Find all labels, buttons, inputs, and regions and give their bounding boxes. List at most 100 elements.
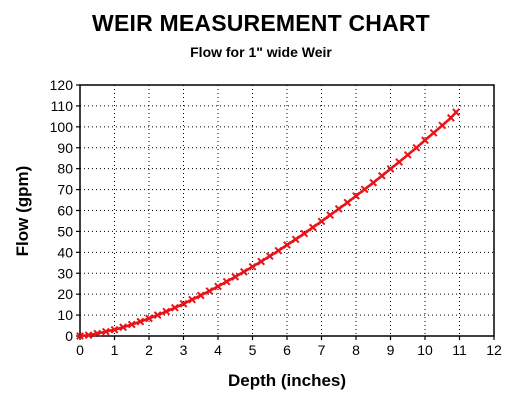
data-point-stroke <box>153 311 162 319</box>
y-tick-label: 120 <box>50 77 74 93</box>
data-point-stroke <box>265 252 274 261</box>
y-tick-label: 80 <box>57 161 73 177</box>
data-point-stroke <box>188 295 197 304</box>
y-tick-label: 90 <box>57 140 73 156</box>
data-point-stroke <box>127 320 136 329</box>
data-point-stroke <box>377 171 386 180</box>
data-point <box>145 314 153 323</box>
data-point-stroke <box>334 204 343 213</box>
x-tick-label: 5 <box>249 342 257 358</box>
x-tick-label: 9 <box>387 342 395 358</box>
data-point-stroke <box>248 262 257 271</box>
data-point <box>403 150 412 159</box>
data-point-stroke <box>291 235 300 244</box>
data-point <box>179 299 188 308</box>
y-tick-label: 30 <box>57 265 73 281</box>
data-point <box>446 113 455 122</box>
x-axis-ticks: 0 1 2 3 4 5 6 7 8 9 10 11 12 <box>76 336 502 358</box>
data-point <box>153 311 162 319</box>
data-point <box>452 108 460 117</box>
x-tick-label: 3 <box>180 342 188 358</box>
data-point-stroke <box>84 331 93 340</box>
data-point <box>214 282 222 291</box>
data-point <box>412 143 421 152</box>
data-point-stroke <box>360 185 369 194</box>
y-axis-title: Flow (gpm) <box>13 166 32 257</box>
data-point-stroke <box>421 136 429 145</box>
data-point <box>162 307 171 316</box>
data-point <box>334 204 343 213</box>
data-point-stroke <box>222 277 231 286</box>
data-point <box>196 291 205 300</box>
y-tick-label: 100 <box>50 119 74 135</box>
data-point-stroke <box>308 223 317 232</box>
data-point <box>377 171 386 180</box>
data-point-stroke <box>205 287 214 295</box>
x-tick-label: 7 <box>318 342 326 358</box>
data-point-stroke <box>170 303 179 312</box>
x-tick-label: 11 <box>452 342 467 358</box>
data-point-stroke <box>136 317 145 326</box>
x-tick-label: 1 <box>111 342 119 358</box>
data-point <box>101 327 110 336</box>
x-tick-label: 0 <box>76 342 84 358</box>
x-tick-label: 2 <box>145 342 153 358</box>
data-point-stroke <box>162 307 171 316</box>
data-point-stroke <box>438 121 447 130</box>
data-point <box>248 262 257 271</box>
data-point-stroke <box>76 332 84 340</box>
data-point-stroke <box>214 282 222 291</box>
data-point <box>205 287 214 295</box>
y-tick-label: 60 <box>57 203 73 219</box>
data-point-stroke <box>274 246 283 255</box>
chart-title: WEIR MEASUREMENT CHART <box>92 10 430 36</box>
data-point-stroke <box>110 325 119 334</box>
data-point <box>170 303 179 312</box>
data-point-stroke <box>386 164 395 173</box>
x-tick-label: 6 <box>283 342 291 358</box>
data-point-stroke <box>429 128 438 137</box>
y-tick-label: 50 <box>57 223 73 239</box>
data-point <box>352 191 360 200</box>
data-point-stroke <box>343 198 352 207</box>
series-layer <box>76 108 460 340</box>
data-point-stroke <box>317 217 326 226</box>
data-point <box>239 267 248 276</box>
data-point-stroke <box>179 299 188 308</box>
data-point <box>265 252 274 261</box>
y-tick-label: 40 <box>57 244 73 260</box>
data-point-stroke <box>196 291 205 300</box>
data-point-stroke <box>403 150 412 159</box>
y-tick-label: 20 <box>57 286 73 302</box>
data-point <box>127 320 136 329</box>
data-point-stroke <box>412 143 421 152</box>
data-point-stroke <box>119 323 128 332</box>
data-point <box>76 332 84 340</box>
grid <box>80 85 494 336</box>
data-point <box>274 246 283 255</box>
data-point <box>429 128 438 137</box>
data-point <box>317 217 326 226</box>
data-point-stroke <box>300 229 309 238</box>
data-point-stroke <box>93 329 102 338</box>
y-tick-label: 0 <box>65 328 73 344</box>
y-tick-label: 110 <box>51 98 74 114</box>
data-point <box>231 272 240 281</box>
data-point <box>421 136 429 145</box>
data-point-stroke <box>452 108 460 117</box>
plot-area-frame <box>79 84 495 337</box>
x-tick-label: 4 <box>214 342 222 358</box>
data-point-stroke <box>352 191 360 200</box>
x-axis-title: Depth (inches) <box>228 371 346 390</box>
data-point <box>308 223 317 232</box>
data-point-stroke <box>283 241 291 249</box>
y-tick-label: 70 <box>57 182 73 198</box>
data-point <box>395 158 404 166</box>
data-point <box>188 295 197 304</box>
data-point-stroke <box>257 257 266 266</box>
data-point-stroke <box>231 272 240 281</box>
data-point <box>84 331 93 340</box>
data-point <box>369 178 378 187</box>
data-point <box>438 121 447 130</box>
data-point <box>360 185 369 194</box>
